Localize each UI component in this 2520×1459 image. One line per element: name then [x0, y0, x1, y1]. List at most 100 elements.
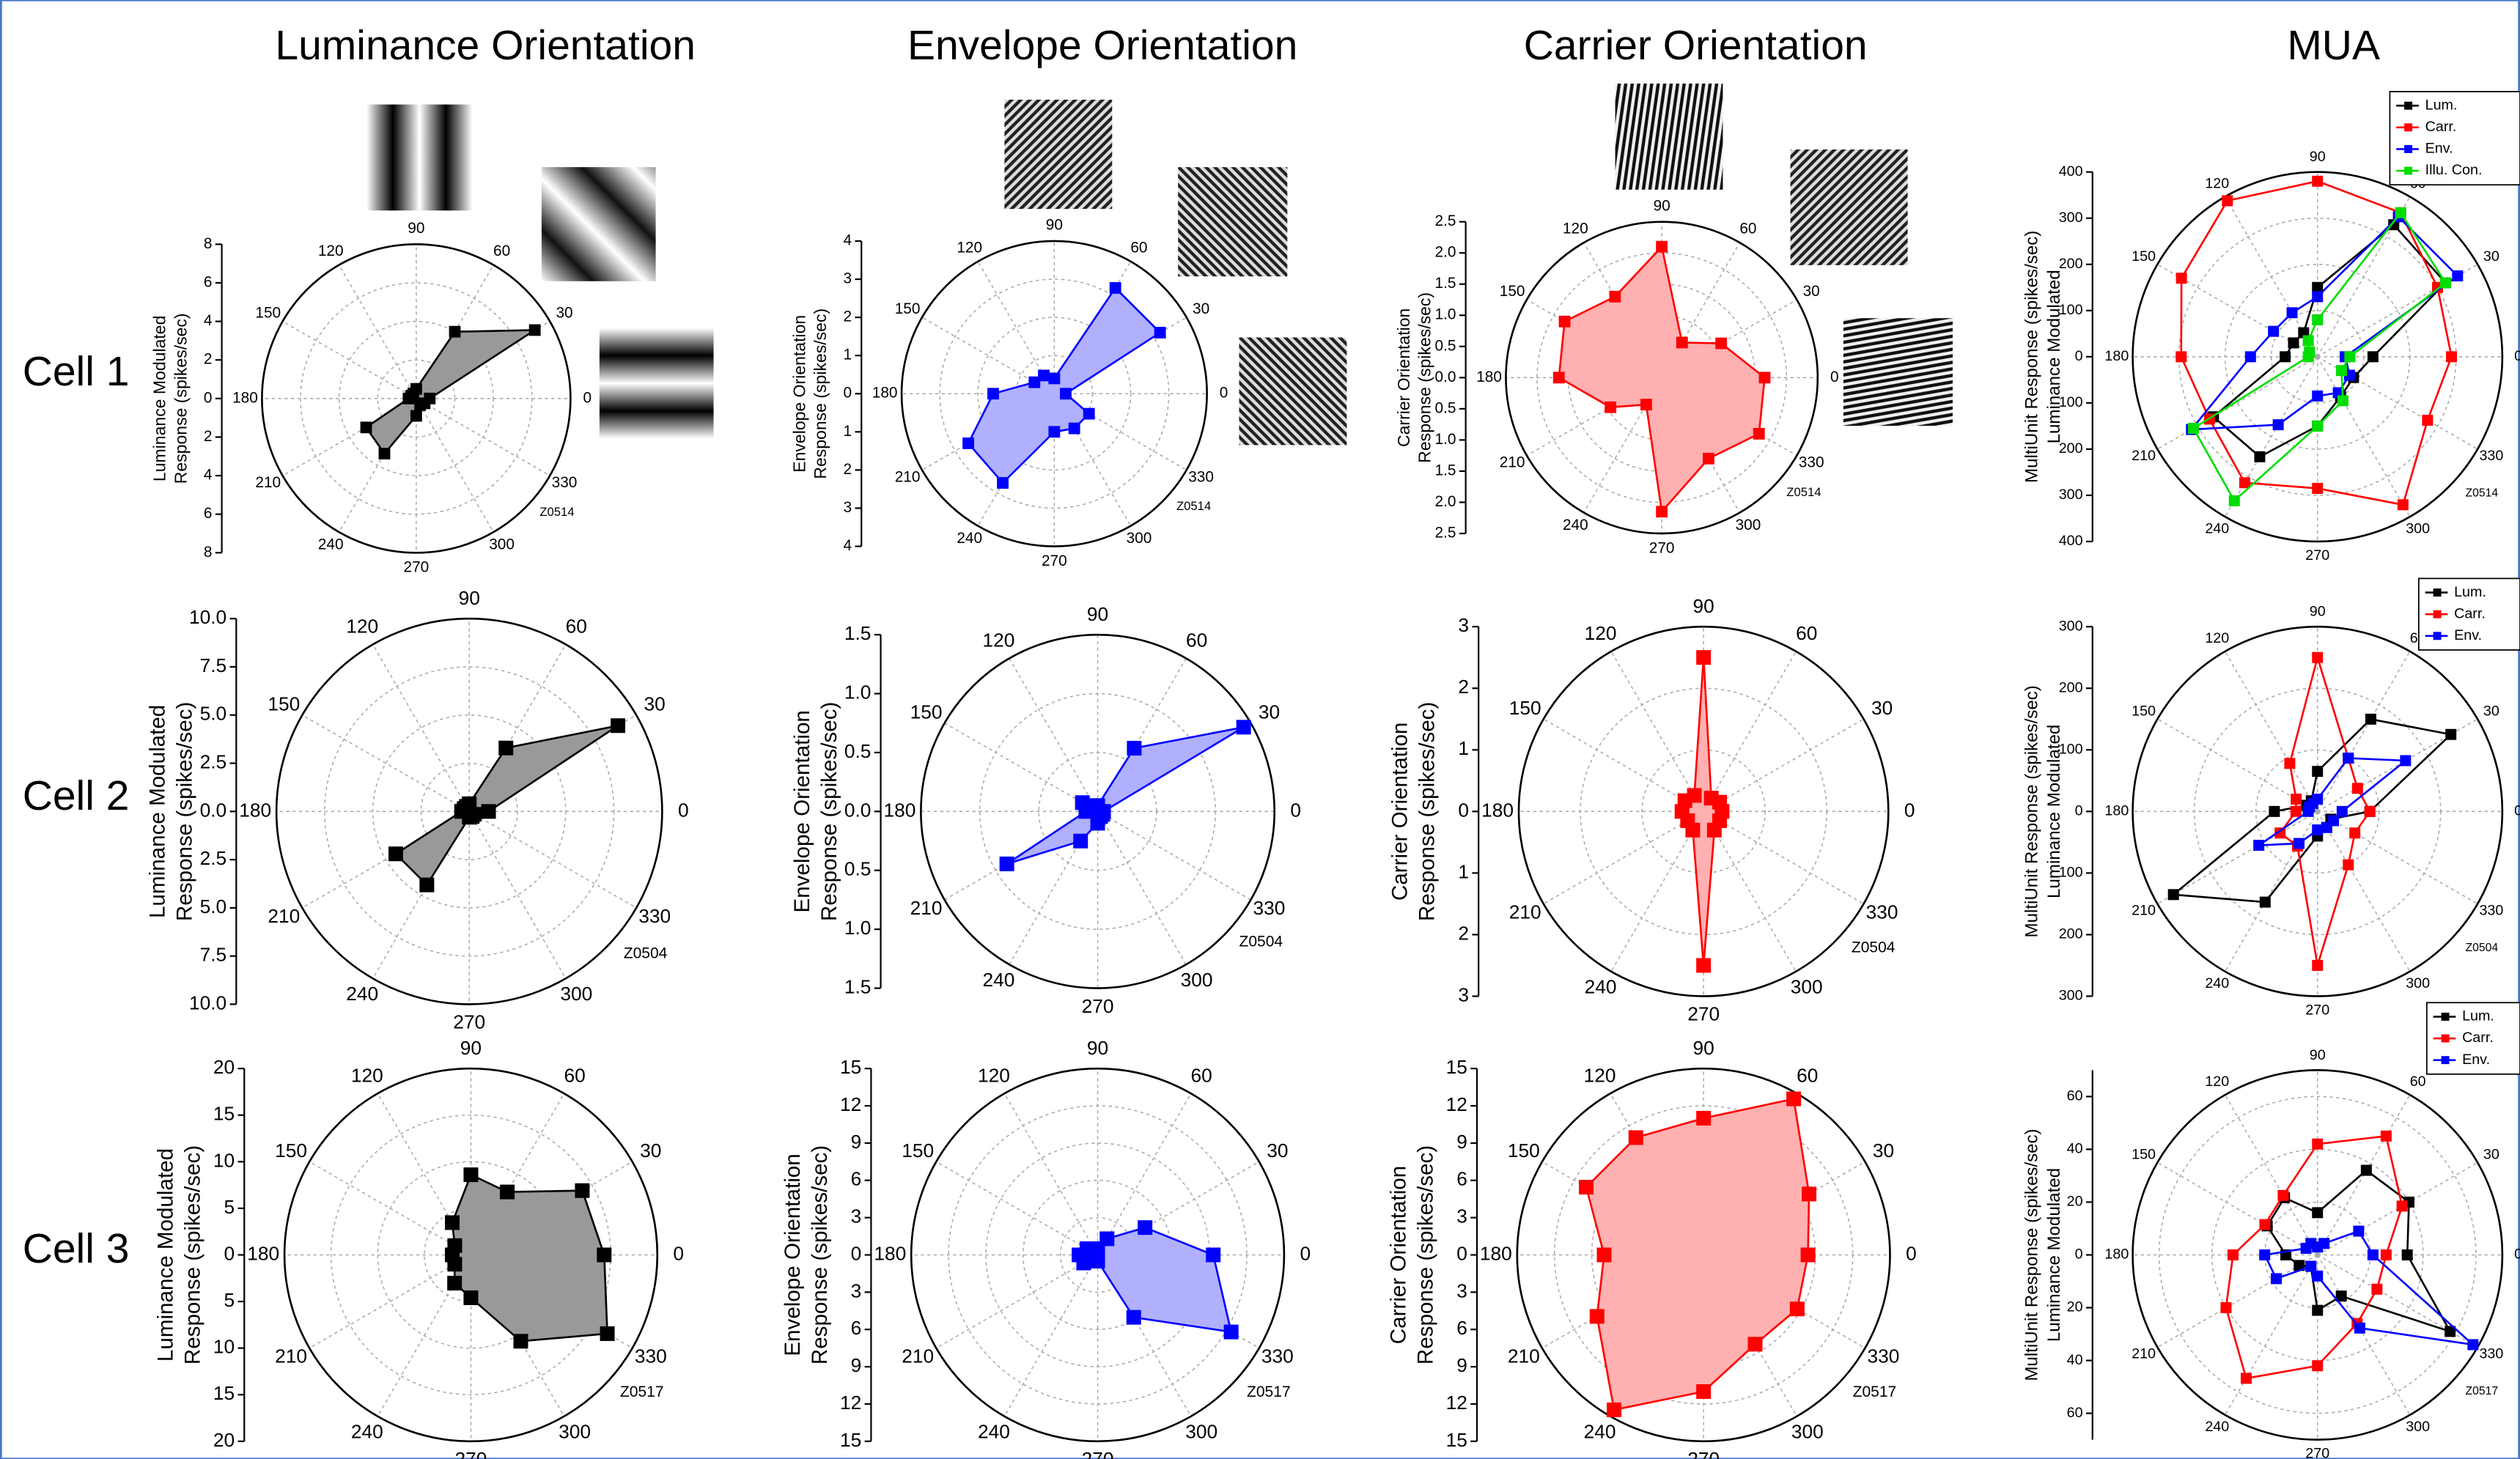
- axis-title: Luminance Modulated: [2044, 270, 2064, 443]
- legend-marker: [2442, 1035, 2450, 1043]
- radial-tick-label: 6: [851, 1168, 862, 1190]
- marker: [482, 804, 496, 819]
- angle-label: 150: [1509, 697, 1541, 719]
- grid-spoke: [416, 399, 550, 476]
- angle-label: 0: [2514, 803, 2520, 819]
- marker: [1609, 291, 1621, 303]
- angle-label: 180: [883, 799, 915, 821]
- marker: [2365, 806, 2376, 817]
- radial-tick-label: 6: [204, 505, 213, 522]
- angle-label: 180: [872, 385, 898, 402]
- axis-title: Response (spikes/sec): [173, 702, 197, 921]
- angle-label: 90: [1654, 197, 1670, 214]
- radial-tick-label: 5: [224, 1196, 235, 1218]
- angle-label: 180: [2104, 803, 2129, 819]
- angle-label: 240: [1584, 1420, 1616, 1442]
- radial-tick-label: 400: [2059, 533, 2083, 549]
- angle-label: 150: [275, 1140, 307, 1161]
- marker: [1759, 372, 1771, 383]
- marker: [2303, 351, 2314, 362]
- angle-label: 60: [1739, 221, 1756, 237]
- polar-chart: 0306090120150180210240270300330033669912…: [1386, 1037, 1916, 1459]
- annotation: Z0504: [624, 945, 668, 962]
- legend-marker: [2434, 632, 2442, 640]
- radial-tick-label: 3: [844, 270, 852, 287]
- angle-label: 240: [957, 530, 982, 547]
- marker: [2268, 326, 2279, 337]
- axis-title: Response (spikes/sec): [817, 702, 841, 921]
- axis-title: Luminance Modulated: [146, 705, 170, 918]
- marker: [529, 325, 541, 336]
- angle-label: 120: [2205, 1074, 2229, 1090]
- grid-spoke: [2318, 357, 2410, 517]
- grid-spoke: [339, 265, 416, 399]
- legend-label: Env.: [2454, 627, 2482, 643]
- grid-spoke: [309, 1255, 471, 1348]
- angle-label: 300: [2406, 520, 2430, 536]
- legend-marker: [2404, 123, 2412, 131]
- radial-tick-label: 5.0: [200, 895, 227, 917]
- angle-label: 60: [2410, 1074, 2426, 1090]
- radial-tick-label: 200: [2059, 679, 2083, 695]
- angle-label: 60: [566, 616, 587, 638]
- angle-label: 150: [2132, 703, 2156, 720]
- marker: [2312, 291, 2323, 302]
- radial-tick-label: 9: [851, 1354, 862, 1376]
- radial-tick-label: 20: [2067, 1194, 2083, 1210]
- angle-label: 120: [1563, 221, 1588, 237]
- angle-label: 30: [640, 1140, 661, 1161]
- angle-label: 210: [1500, 454, 1525, 471]
- axis-title: MultiUnit Response (spikes/sec): [2022, 685, 2042, 937]
- grid-spoke: [373, 644, 470, 811]
- marker: [2352, 783, 2363, 794]
- stimulus-image: [1239, 338, 1346, 446]
- marker: [1206, 1247, 1220, 1262]
- marker: [1696, 1111, 1711, 1126]
- radial-tick-label: 4: [204, 312, 213, 329]
- angle-label: 180: [2104, 1246, 2129, 1263]
- angle-label: 30: [1193, 300, 1209, 317]
- marker: [410, 410, 422, 422]
- axis-title: Luminance Modulated: [154, 1148, 178, 1362]
- radial-tick-label: 60: [2067, 1088, 2083, 1104]
- radial-tick-label: 1: [844, 423, 852, 440]
- legend-label: Env.: [2425, 141, 2453, 157]
- marker: [1597, 1247, 1612, 1262]
- radial-tick-label: 10.0: [189, 606, 226, 628]
- column-title: Luminance Orientation: [275, 22, 696, 69]
- marker: [1790, 1301, 1805, 1316]
- angle-label: 330: [1866, 901, 1898, 923]
- angle-label: 330: [2479, 448, 2503, 464]
- angle-label: 120: [957, 239, 982, 256]
- legend-marker: [2404, 145, 2412, 153]
- radial-tick-label: 15: [213, 1103, 235, 1125]
- radial-tick-label: 0: [2075, 348, 2083, 364]
- angle-label: 240: [318, 536, 344, 553]
- angle-label: 120: [978, 1064, 1010, 1086]
- marker: [513, 1334, 528, 1348]
- angle-label: 210: [275, 1345, 307, 1367]
- angle-label: 30: [556, 305, 572, 322]
- angle-label: 0: [583, 389, 592, 406]
- angle-label: 0: [1220, 385, 1228, 402]
- angle-label: 0: [1290, 799, 1301, 821]
- radial-tick-label: 10.0: [189, 991, 226, 1013]
- polar-chart: 03060901201501802102402703003300.00.50.5…: [790, 603, 1301, 1017]
- marker: [600, 1326, 615, 1341]
- radial-tick-label: 0.0: [200, 799, 227, 821]
- angle-label: 150: [1508, 1140, 1540, 1161]
- marker: [987, 388, 999, 399]
- radial-tick-label: 0: [2075, 803, 2083, 819]
- marker: [1703, 453, 1714, 465]
- angle-label: 60: [564, 1064, 585, 1086]
- angle-label: 30: [1803, 283, 1820, 300]
- marker: [1069, 423, 1080, 435]
- radial-tick-label: 2.5: [200, 847, 227, 869]
- axis-title: Carrier Orientation: [1394, 309, 1413, 447]
- marker: [2287, 307, 2298, 318]
- marker: [997, 477, 1009, 489]
- annotation: Z0517: [2465, 1385, 2498, 1397]
- angle-label: 270: [1082, 995, 1114, 1017]
- angle-label: 240: [1585, 975, 1617, 997]
- marker: [1607, 1403, 1621, 1417]
